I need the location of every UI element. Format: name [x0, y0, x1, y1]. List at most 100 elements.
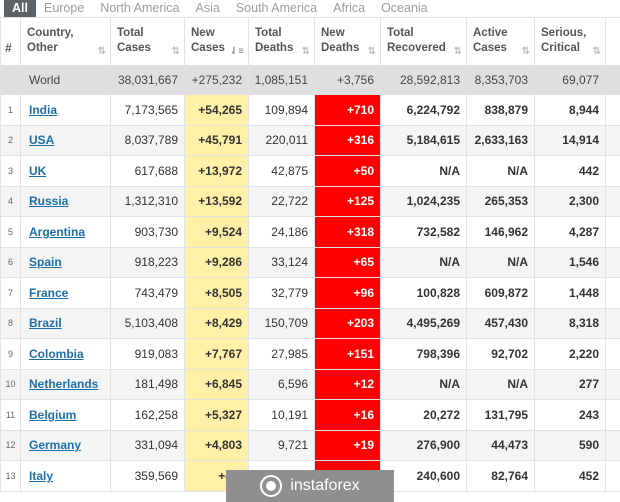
- active-cases-cell: 44,473: [466, 429, 535, 461]
- new-deaths-cell: +19: [314, 429, 381, 461]
- sort-desc-icon: ⇃≡: [229, 46, 244, 57]
- country-cell: Argentina: [20, 216, 111, 248]
- total-deaths-cell: 27,985: [248, 338, 315, 370]
- total-deaths-cell: 6,596: [248, 368, 315, 400]
- total-deaths-cell: 220,011: [248, 124, 315, 156]
- row-rank: 3: [0, 155, 21, 187]
- tab-europe[interactable]: Europe: [43, 1, 85, 15]
- country-cell: India: [20, 94, 111, 126]
- header-active-cases-line2: Cases: [473, 42, 507, 54]
- serious-cell: 2,300: [534, 185, 606, 217]
- world-total-deaths: 1,085,151: [248, 65, 315, 95]
- total-recovered-cell: 5,184,615: [380, 124, 467, 156]
- table-header-row: # Country, Other ⇅ Total Cases ⇅ New Cases ⇃≡ …: [0, 17, 620, 66]
- world-active-cases: 8,353,703: [466, 65, 535, 95]
- active-cases-cell: 265,353: [466, 185, 535, 217]
- new-deaths-cell: +125: [314, 185, 381, 217]
- tab-asia[interactable]: Asia: [195, 1, 220, 15]
- serious-cell: 1,448: [534, 277, 606, 309]
- instaforex-logo-icon: [260, 475, 283, 497]
- serious-cell: 4,287: [534, 216, 606, 248]
- header-overflow: [605, 17, 620, 66]
- sort-icon: ⇅: [97, 46, 106, 57]
- header-total-deaths[interactable]: Total Deaths ⇅: [248, 17, 315, 66]
- country-link[interactable]: Brazil: [29, 316, 62, 331]
- row-overflow: [605, 246, 620, 278]
- header-total-recovered[interactable]: Total Recovered ⇅: [380, 17, 467, 66]
- tab-africa[interactable]: Africa: [333, 1, 366, 15]
- active-cases-cell: 609,872: [466, 277, 535, 309]
- serious-cell: 1,546: [534, 246, 606, 278]
- country-link[interactable]: France: [29, 285, 69, 300]
- sort-icon: ⇅: [521, 46, 530, 57]
- header-new-cases[interactable]: New Cases ⇃≡: [184, 17, 249, 66]
- country-link[interactable]: UK: [29, 163, 47, 178]
- active-cases-cell: N/A: [466, 246, 535, 278]
- new-cases-cell: +13,592: [184, 185, 249, 217]
- active-cases-cell: 2,633,163: [466, 124, 535, 156]
- new-deaths-cell: +710: [314, 94, 381, 126]
- total-recovered-cell: 4,495,269: [380, 307, 467, 339]
- total-cases-cell: 359,569: [110, 460, 185, 492]
- country-link[interactable]: India: [29, 102, 58, 117]
- country-link[interactable]: Colombia: [29, 346, 84, 361]
- total-cases-cell: 903,730: [110, 216, 185, 248]
- new-deaths-cell: +203: [314, 307, 381, 339]
- header-serious[interactable]: Serious, Critical ⇅: [534, 17, 606, 66]
- header-new-deaths[interactable]: New Deaths ⇅: [314, 17, 381, 66]
- total-cases-cell: 1,312,310: [110, 185, 185, 217]
- new-deaths-cell: +12: [314, 368, 381, 400]
- total-cases-cell: 331,094: [110, 429, 185, 461]
- total-recovered-cell: 732,582: [380, 216, 467, 248]
- country-link[interactable]: Belgium: [29, 407, 77, 422]
- header-country[interactable]: Country, Other ⇅: [20, 17, 111, 66]
- header-active-cases[interactable]: Active Cases ⇅: [466, 17, 535, 66]
- total-recovered-cell: 798,396: [380, 338, 467, 370]
- world-rank: [0, 65, 21, 95]
- header-total-cases-line2: Cases: [117, 42, 151, 54]
- new-deaths-cell: +318: [314, 216, 381, 248]
- tab-all[interactable]: All: [4, 0, 36, 17]
- row-rank: 4: [0, 185, 21, 217]
- country-link[interactable]: USA: [29, 133, 55, 148]
- country-cell: Brazil: [20, 307, 111, 339]
- table-row: 3 UK 617,688 +13,972 42,875 +50 N/A N/A 442: [0, 155, 620, 187]
- sort-icon: ⇅: [301, 46, 310, 57]
- total-cases-cell: 918,223: [110, 246, 185, 278]
- country-link[interactable]: Germany: [29, 438, 82, 453]
- row-overflow: [605, 277, 620, 309]
- row-overflow: [605, 94, 620, 126]
- country-cell: Belgium: [20, 399, 111, 431]
- world-overflow: [605, 65, 620, 95]
- sort-icon: ⇅: [453, 46, 462, 57]
- country-link[interactable]: Russia: [29, 194, 69, 209]
- country-link[interactable]: Argentina: [29, 224, 86, 239]
- table-row: 11 Belgium 162,258 +5,327 10,191 +16 20,272 131…: [0, 399, 620, 431]
- table-row: 10 Netherlands 181,498 +6,845 6,596 +12 N/A N/A…: [0, 368, 620, 400]
- serious-cell: 8,944: [534, 94, 606, 126]
- table-row: 5 Argentina 903,730 +9,524 24,186 +318 732,582…: [0, 216, 620, 248]
- row-rank: 13: [0, 460, 21, 492]
- header-total-cases[interactable]: Total Cases ⇅: [110, 17, 185, 66]
- tab-north-america[interactable]: North America: [100, 1, 180, 15]
- country-cell: Italy: [20, 460, 111, 492]
- country-link[interactable]: Netherlands: [29, 377, 99, 392]
- country-link[interactable]: Spain: [29, 255, 62, 270]
- tab-oceania[interactable]: Oceania: [381, 1, 428, 15]
- new-cases-cell: +6,845: [184, 368, 249, 400]
- total-deaths-cell: 22,722: [248, 185, 315, 217]
- country-link[interactable]: Italy: [29, 468, 54, 483]
- country-cell: France: [20, 277, 111, 309]
- header-new-deaths-line1: New: [321, 27, 345, 39]
- serious-cell: 452: [534, 460, 606, 492]
- tab-south-america[interactable]: South America: [235, 1, 318, 15]
- row-overflow: [605, 399, 620, 431]
- total-cases-cell: 743,479: [110, 277, 185, 309]
- region-tabs: All Europe North America Asia South Amer…: [0, 0, 620, 17]
- watermark-text: instaforex: [290, 477, 360, 494]
- total-recovered-cell: 100,828: [380, 277, 467, 309]
- new-cases-cell: +5,327: [184, 399, 249, 431]
- header-country-line1: Country,: [27, 27, 74, 39]
- country-cell: Spain: [20, 246, 111, 278]
- header-new-cases-line1: New: [191, 27, 215, 39]
